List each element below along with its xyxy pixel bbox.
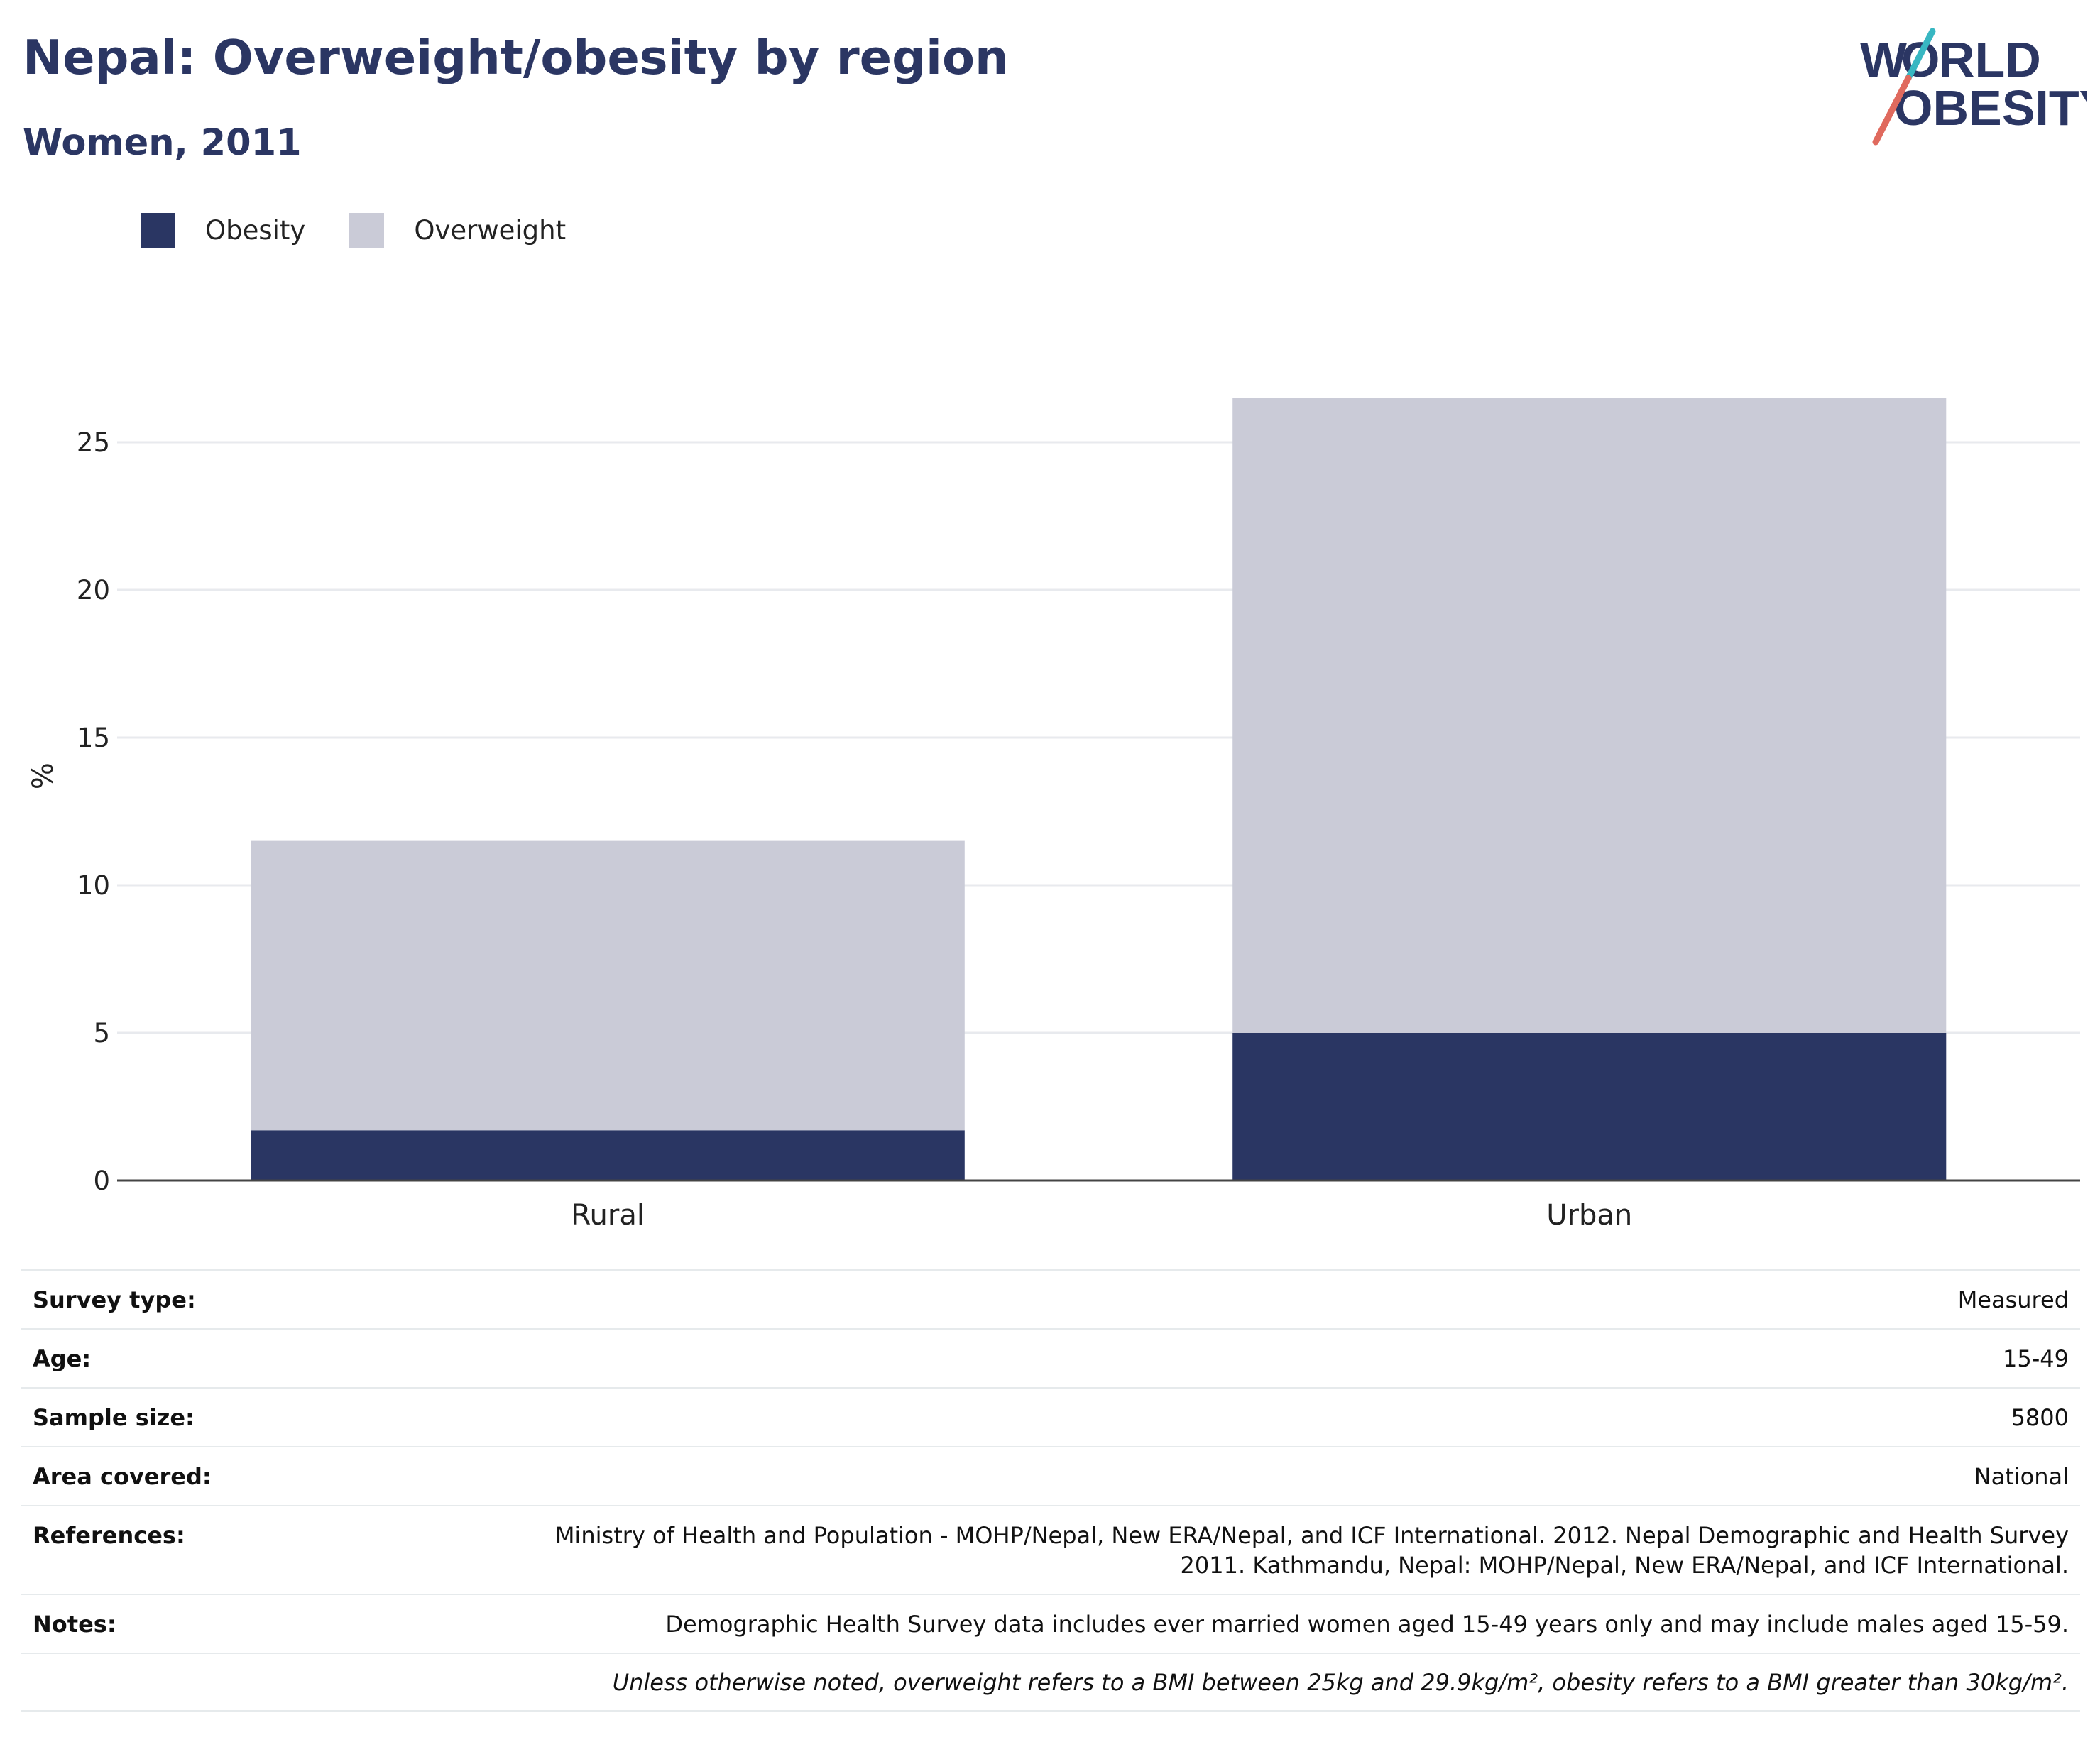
meta-label: Area covered: [33,1462,212,1490]
meta-row-survey-type: Survey type: Measured [21,1269,2080,1328]
svg-text:RLD: RLD [1939,32,2041,87]
y-tick-label: 0 [93,1166,110,1196]
meta-row-area-covered: Area covered: National [21,1446,2080,1505]
meta-label: Sample size: [33,1403,195,1431]
bar-obesity-urban[interactable] [1232,1033,1947,1181]
x-tick-label: Urban [1546,1199,1632,1232]
y-tick-label: 20 [77,575,110,606]
chart-subtitle: Women, 2011 [23,122,302,164]
meta-row-sample-size: Sample size: 5800 [21,1387,2080,1446]
y-tick-label: 15 [77,723,110,753]
y-axis-label: % [27,762,60,789]
bar-overweight-rural[interactable] [251,840,965,1131]
x-tick-label: Rural [572,1199,645,1232]
y-tick-label: 25 [77,427,110,458]
meta-row-age: Age: 15-49 [21,1328,2080,1387]
meta-value: Measured [1957,1286,2069,1313]
bars [251,398,1947,1181]
svg-text:W: W [1860,32,1907,87]
bar-overweight-urban[interactable] [1232,398,1947,1033]
legend-swatch-overweight [349,212,385,248]
legend-swatch-obesity [141,212,175,248]
axes: 0 5 10 15 20 25% Rural Urban [27,427,2080,1232]
meta-value: Demographic Health Survey data includes … [665,1610,2069,1638]
legend-label-overweight: Overweight [414,214,567,246]
meta-row-notes: Notes: Demographic Health Survey data in… [21,1594,2080,1653]
meta-row-references: References: Ministry of Health and Popul… [21,1505,2080,1594]
chart-title: Nepal: Overweight/obesity by region [23,30,1009,85]
chart-legend: Obesity Overweight [141,210,610,250]
meta-value: 15-49 [2003,1345,2069,1372]
y-tick-label: 10 [77,870,110,901]
stacked-bar-chart: 0 5 10 15 20 25% Rural Urban [27,398,2080,1232]
bmi-footnote: Unless otherwise noted, overweight refer… [21,1653,2080,1712]
meta-label: References: [33,1522,185,1549]
meta-value: Ministry of Health and Population - MOHP… [554,1521,2069,1579]
meta-label: Survey type: [33,1286,196,1313]
meta-label: Notes: [33,1610,116,1638]
bar-obesity-rural[interactable] [251,1130,965,1181]
survey-info-table: Survey type: Measured Age: 15-49 Sample … [21,1269,2080,1712]
legend-item-overweight[interactable]: Overweight [349,212,567,248]
meta-value: National [1974,1462,2069,1490]
world-obesity-logo: W O RLD OBESITY [1860,28,2087,146]
meta-value: 5800 [2011,1403,2069,1431]
svg-text:OBESITY: OBESITY [1894,80,2087,136]
legend-label-obesity: Obesity [205,214,306,246]
meta-label: Age: [33,1345,92,1372]
y-tick-label: 5 [93,1018,110,1048]
legend-item-obesity[interactable]: Obesity [141,212,306,248]
